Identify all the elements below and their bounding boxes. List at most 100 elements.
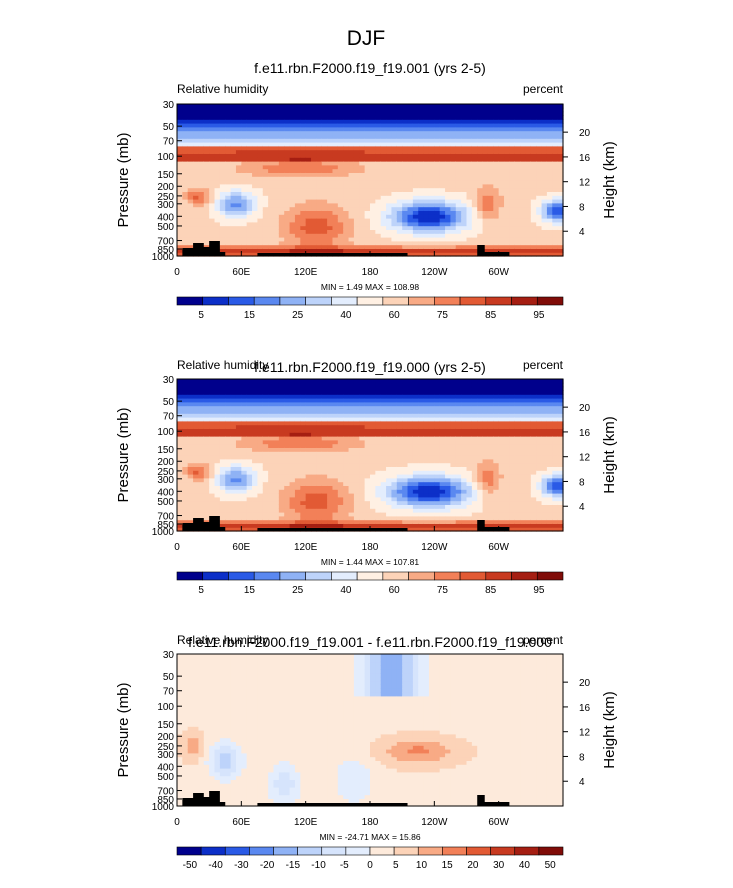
field-cell — [187, 237, 194, 242]
field-cell — [386, 474, 393, 479]
field-cell — [364, 477, 371, 483]
field-cell — [209, 134, 216, 139]
field-cell — [428, 428, 435, 433]
field-cell — [386, 523, 393, 528]
field-cell — [268, 504, 275, 509]
field-cell — [289, 134, 296, 139]
field-cell — [423, 130, 430, 135]
field-cell — [348, 458, 355, 464]
field-cell — [380, 443, 387, 448]
field-cell — [439, 500, 446, 505]
field-cell — [203, 515, 210, 521]
field-cell — [471, 195, 478, 200]
field-cell — [252, 248, 259, 253]
field-cell — [182, 149, 189, 154]
field-cell — [450, 244, 457, 249]
field-cell — [278, 115, 285, 120]
field-cell — [471, 138, 478, 143]
height-tick-label: 20 — [579, 128, 591, 139]
field-cell — [380, 229, 387, 234]
field-cell — [391, 474, 398, 479]
field-cell — [278, 126, 285, 132]
field-cell — [530, 168, 537, 173]
field-cell — [509, 214, 516, 219]
field-cell — [203, 153, 210, 158]
field-cell — [343, 221, 350, 227]
field-cell — [230, 493, 237, 498]
field-cell — [316, 233, 323, 238]
field-cell — [546, 244, 553, 249]
field-cell — [434, 244, 441, 249]
field-cell — [225, 470, 232, 475]
field-cell — [445, 248, 452, 253]
field-cell — [487, 183, 494, 189]
field-cell — [225, 496, 232, 502]
field-cell — [450, 115, 457, 120]
field-cell — [477, 172, 484, 177]
field-cell — [294, 455, 301, 460]
field-cell — [284, 202, 291, 208]
field-cell — [300, 233, 307, 238]
field-cell — [332, 390, 339, 395]
field-cell — [321, 248, 328, 253]
field-cell — [461, 111, 468, 116]
field-cell — [327, 221, 334, 227]
field-cell — [536, 225, 543, 230]
field-cell — [241, 379, 248, 384]
field-cell — [450, 187, 457, 192]
field-cell — [300, 164, 307, 170]
field-cell — [396, 237, 403, 242]
field-cell — [386, 504, 393, 509]
field-cell — [364, 500, 371, 505]
field-cell — [439, 191, 446, 196]
field-cell — [541, 229, 548, 234]
field-cell — [348, 379, 355, 384]
field-cell — [343, 409, 350, 414]
field-cell — [466, 202, 473, 208]
field-cell — [268, 500, 275, 505]
field-cell — [316, 119, 323, 124]
field-cell — [428, 221, 435, 227]
field-cell — [268, 451, 275, 456]
field-cell — [364, 413, 371, 418]
field-cell — [203, 451, 210, 456]
field-cell — [321, 512, 328, 517]
field-cell — [520, 248, 527, 253]
field-cell — [471, 248, 478, 253]
field-cell — [241, 443, 248, 448]
field-cell — [386, 447, 393, 452]
field-cell — [311, 206, 317, 211]
field-cell — [428, 409, 435, 414]
field-cell — [311, 248, 317, 253]
field-cell — [386, 104, 393, 109]
field-cell — [182, 161, 189, 166]
field-cell — [235, 523, 242, 528]
field-cell — [471, 233, 478, 238]
field-cell — [445, 496, 452, 502]
field-cell — [198, 145, 205, 151]
field-cell — [327, 455, 334, 460]
field-cell — [327, 119, 334, 124]
field-cell — [412, 401, 419, 407]
field-cell — [348, 523, 355, 528]
field-cell — [235, 119, 242, 124]
field-cell — [396, 221, 403, 227]
field-cell — [498, 161, 505, 166]
field-cell — [391, 164, 398, 170]
field-cell — [214, 443, 221, 448]
field-cell — [214, 180, 221, 185]
field-cell — [321, 417, 328, 422]
field-cell — [370, 180, 376, 185]
field-cell — [455, 111, 462, 116]
field-cell — [327, 466, 334, 471]
field-cell — [187, 424, 194, 429]
field-cell — [386, 481, 393, 486]
field-cell — [370, 504, 376, 509]
field-cell — [305, 409, 312, 414]
field-cell — [418, 176, 425, 181]
field-cell — [439, 512, 446, 517]
field-cell — [257, 229, 264, 234]
field-cell — [177, 195, 183, 200]
field-cell — [353, 398, 360, 403]
field-cell — [380, 210, 387, 215]
